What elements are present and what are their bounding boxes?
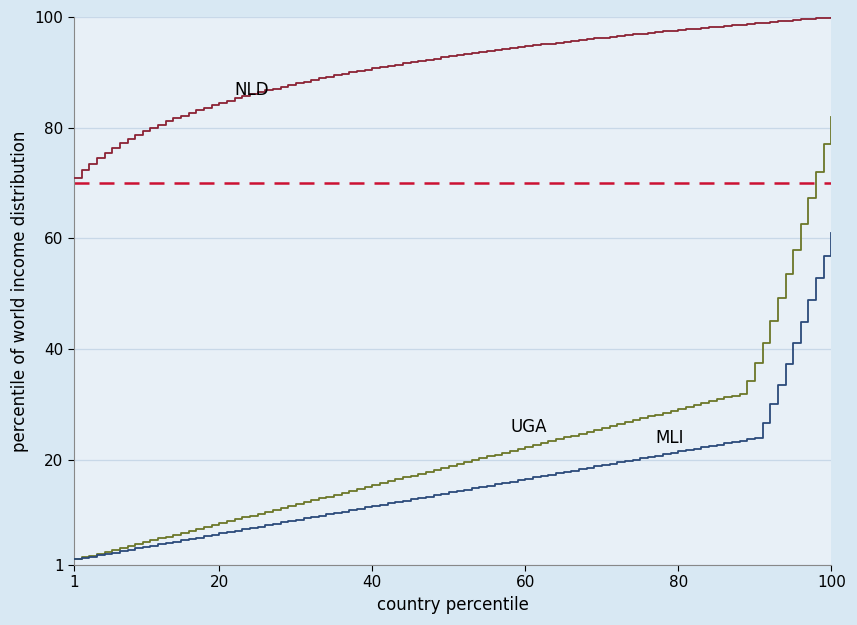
Text: UGA: UGA bbox=[510, 418, 547, 436]
X-axis label: country percentile: country percentile bbox=[377, 596, 529, 614]
Text: MLI: MLI bbox=[656, 429, 684, 447]
Text: NLD: NLD bbox=[235, 81, 269, 99]
Y-axis label: percentile of world income distribution: percentile of world income distribution bbox=[11, 131, 29, 452]
